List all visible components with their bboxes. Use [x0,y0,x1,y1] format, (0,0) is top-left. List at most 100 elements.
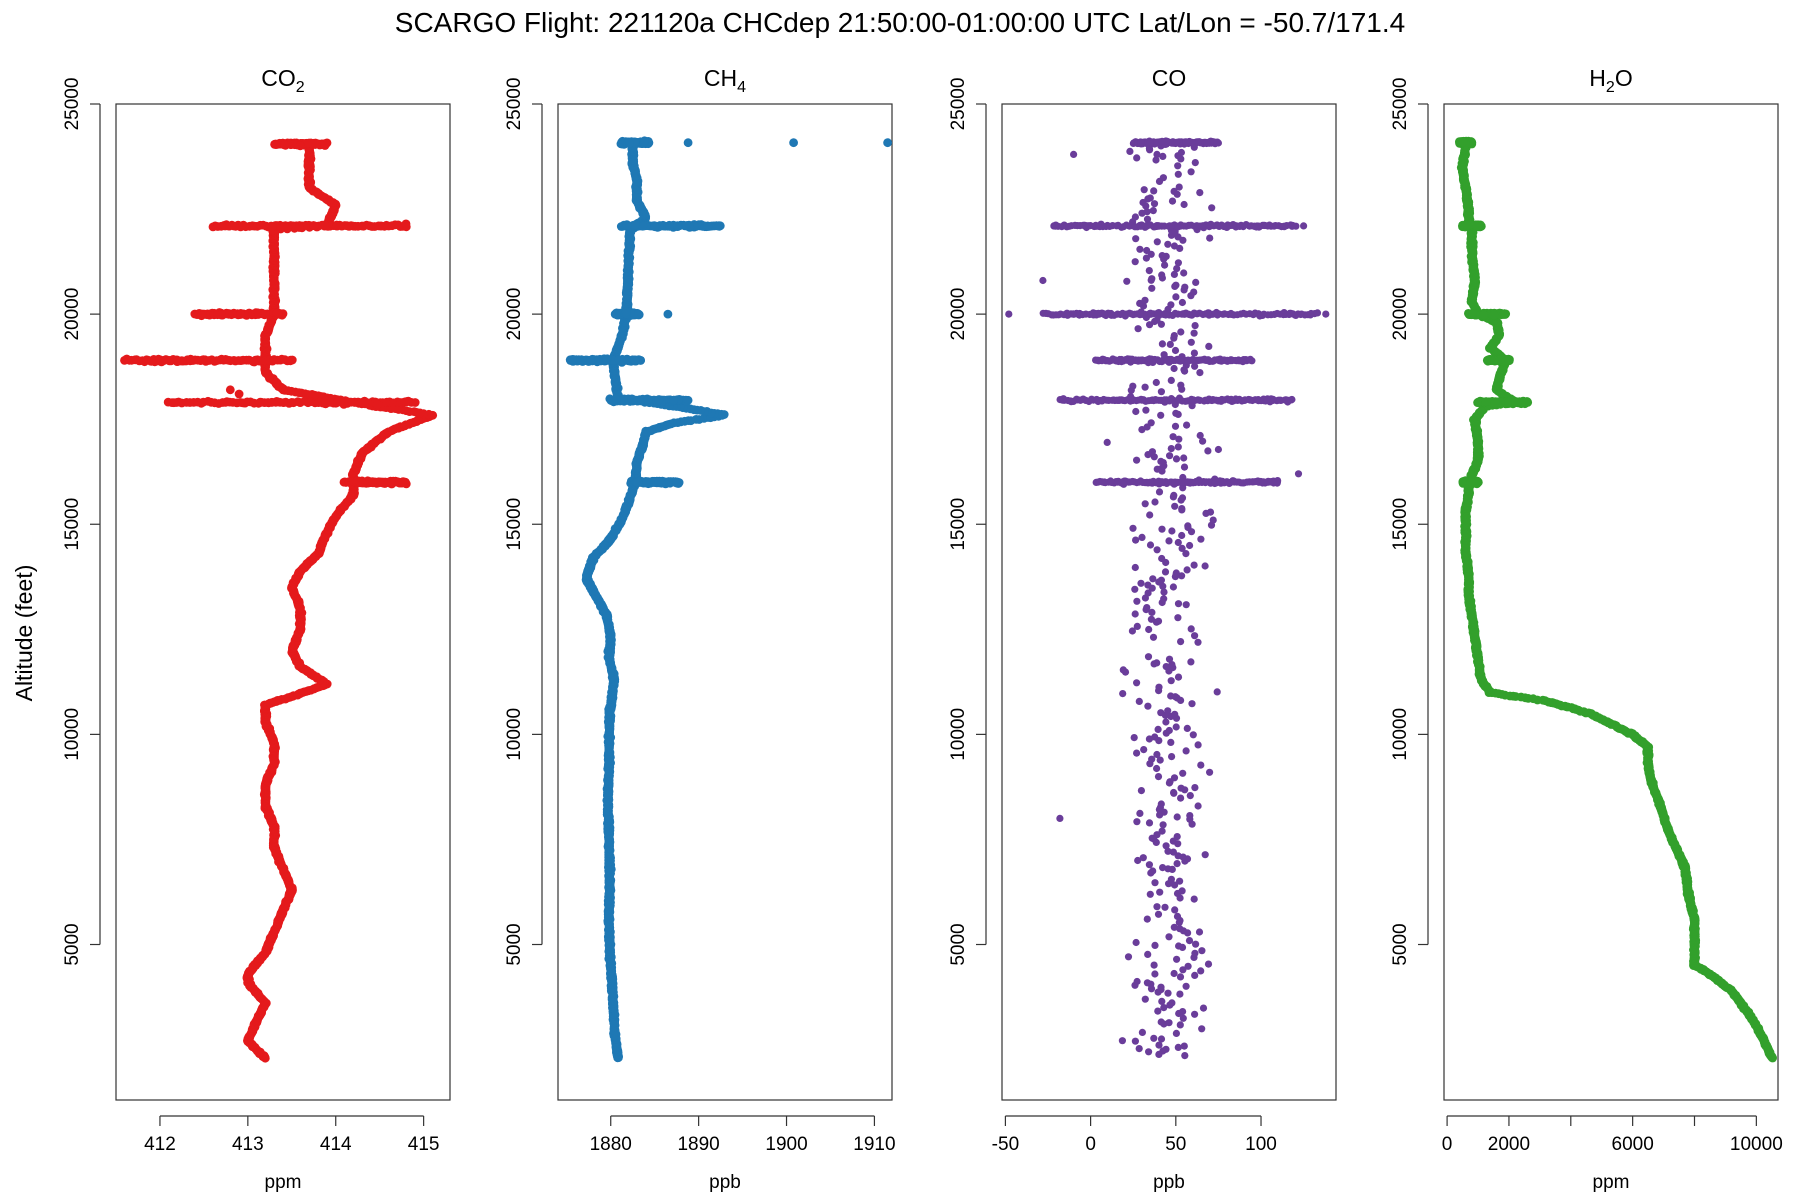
data-point [1118,1037,1126,1045]
data-point [1095,222,1103,230]
data-point [1165,655,1174,663]
data-point [1172,409,1180,417]
data-point [267,222,277,232]
data-point [789,138,798,148]
data-point [1178,505,1186,513]
data-point [1160,588,1168,596]
data-point [1161,568,1170,576]
data-point [1186,792,1194,800]
data-point [1191,362,1199,370]
data-point [1204,960,1213,968]
data-point [1133,818,1141,826]
data-point [1133,977,1141,986]
data-point [1191,949,1199,957]
data-point [1132,235,1140,243]
data-point [1252,223,1260,231]
data-point [1190,288,1198,296]
data-point [368,477,378,486]
data-point [1170,187,1178,195]
y-tick-label: 20000 [504,288,525,341]
data-point [1158,137,1166,145]
data-point [1188,700,1196,708]
data-point [1148,755,1156,763]
data-point [1174,614,1182,622]
data-point [1196,431,1204,440]
data-point [1144,581,1152,589]
data-point [1164,707,1172,715]
y-tick-label: 20000 [948,288,969,341]
data-point [1176,990,1184,998]
data-point [1159,152,1167,160]
data-point [1169,848,1177,856]
data-point [654,395,664,405]
data-point [1198,222,1206,230]
data-point [1178,544,1186,553]
data-point [1131,1037,1139,1045]
data-point [1177,794,1185,802]
data-point [1186,541,1194,550]
data-point [683,395,693,405]
data-point [1134,856,1142,865]
data-point [1136,245,1144,253]
data-point [283,222,292,232]
data-point [1223,223,1231,231]
data-point [1204,447,1212,455]
data-point [1180,463,1189,471]
data-point [1170,270,1178,278]
data-point [1182,550,1190,558]
data-point [1151,733,1159,741]
data-point [1174,162,1182,170]
data-point [1172,569,1180,577]
data-point [1177,328,1185,336]
data-point [267,398,277,407]
data-point [1166,452,1174,460]
data-point [1146,194,1154,202]
data-point [1171,881,1179,889]
data-point [1176,973,1185,981]
data-point [1265,221,1273,229]
plot-frame [115,103,451,1101]
data-point [1159,864,1167,872]
data-point [1168,753,1176,761]
data-point [306,138,316,148]
data-point [1145,625,1153,634]
data-point [1174,259,1182,267]
data-point [1187,168,1195,176]
data-point [1140,186,1148,194]
data-point [273,308,283,318]
data-point [586,356,595,365]
data-points [565,136,892,1063]
data-point [1149,867,1157,875]
data-point [1148,608,1156,617]
data-point [372,400,382,409]
panel-title: CO2 [261,65,305,96]
data-point [1167,301,1175,309]
data-points [120,138,438,1063]
data-point [1141,995,1149,1003]
data-point [1139,854,1147,862]
y-tick-label: 15000 [62,498,83,551]
data-point [1133,749,1141,757]
data-point [1172,455,1181,463]
data-point [287,398,297,407]
data-point [683,138,693,148]
data-point [1174,170,1182,178]
data-point [1131,563,1139,572]
data-point [336,396,345,406]
panel-title: CH4 [704,65,746,96]
data-point [1132,407,1140,416]
data-point [1157,457,1165,465]
data-point [1130,734,1138,742]
data-point [1167,445,1175,453]
x-axis-label: ppm [265,1172,302,1193]
data-point [1146,890,1154,898]
data-point [1182,601,1190,609]
data-point [1143,604,1151,612]
data-point [1196,369,1204,377]
data-point [1173,833,1181,841]
data-point [568,355,577,364]
x-tick-label: -50 [992,1134,1019,1155]
data-point [1169,433,1177,441]
data-point [1133,154,1141,162]
